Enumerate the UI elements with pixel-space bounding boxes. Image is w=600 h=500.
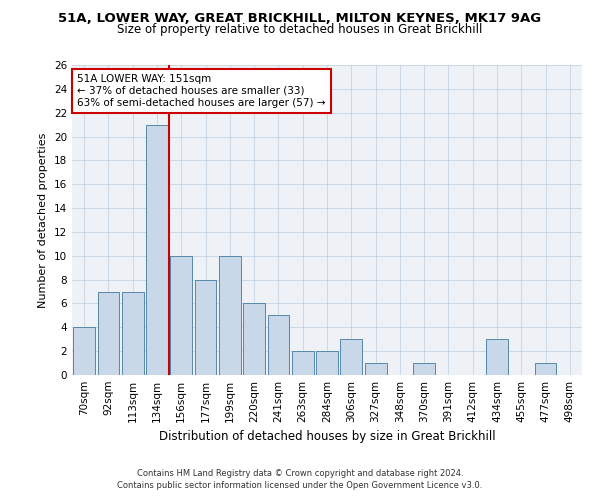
- Text: 51A, LOWER WAY, GREAT BRICKHILL, MILTON KEYNES, MK17 9AG: 51A, LOWER WAY, GREAT BRICKHILL, MILTON …: [58, 12, 542, 26]
- Text: 51A LOWER WAY: 151sqm
← 37% of detached houses are smaller (33)
63% of semi-deta: 51A LOWER WAY: 151sqm ← 37% of detached …: [77, 74, 326, 108]
- Bar: [486, 339, 508, 375]
- Bar: [97, 292, 119, 375]
- Bar: [219, 256, 241, 375]
- Bar: [268, 316, 289, 375]
- Bar: [535, 363, 556, 375]
- Text: Contains public sector information licensed under the Open Government Licence v3: Contains public sector information licen…: [118, 481, 482, 490]
- Bar: [194, 280, 217, 375]
- Bar: [146, 124, 168, 375]
- Bar: [316, 351, 338, 375]
- Bar: [413, 363, 435, 375]
- Bar: [340, 339, 362, 375]
- Bar: [73, 328, 95, 375]
- Bar: [243, 304, 265, 375]
- Text: Contains HM Land Registry data © Crown copyright and database right 2024.: Contains HM Land Registry data © Crown c…: [137, 468, 463, 477]
- X-axis label: Distribution of detached houses by size in Great Brickhill: Distribution of detached houses by size …: [158, 430, 496, 444]
- Bar: [170, 256, 192, 375]
- Bar: [292, 351, 314, 375]
- Bar: [122, 292, 143, 375]
- Y-axis label: Number of detached properties: Number of detached properties: [38, 132, 49, 308]
- Text: Size of property relative to detached houses in Great Brickhill: Size of property relative to detached ho…: [118, 22, 482, 36]
- Bar: [365, 363, 386, 375]
